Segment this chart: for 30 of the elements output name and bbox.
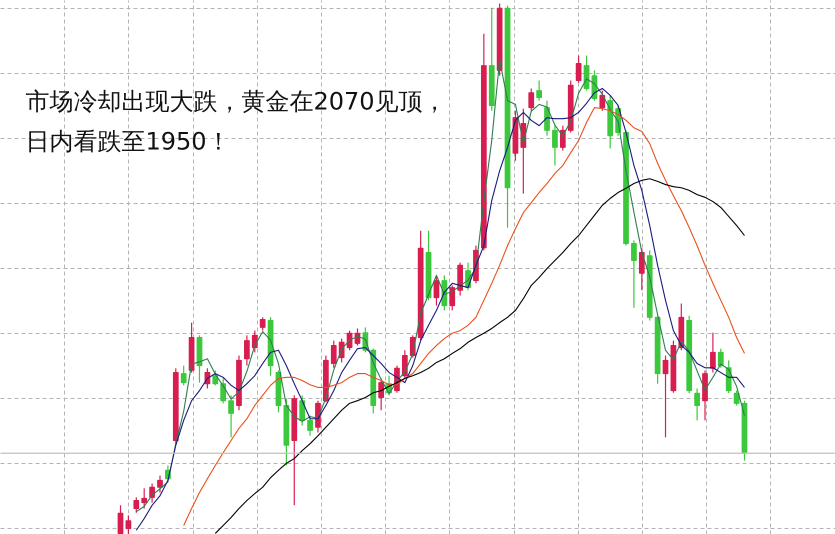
annotation: 日内看跌至1950！ [26, 128, 231, 156]
candlestick [734, 390, 740, 406]
candlestick [244, 334, 250, 366]
candlestick [149, 482, 155, 504]
candlestick [315, 400, 321, 434]
candlestick [434, 274, 440, 306]
candlestick [662, 354, 668, 438]
candlestick [118, 504, 124, 534]
candlestick [710, 332, 716, 374]
candlestick [228, 394, 234, 438]
candlestick [330, 340, 337, 368]
candlestick [346, 330, 352, 351]
candlestick [180, 365, 187, 386]
candlestick [694, 388, 700, 421]
annotation: 市场冷却出现大跌，黄金在2070见顶， [26, 88, 447, 116]
candlestick [544, 100, 550, 136]
candlestick [260, 316, 266, 332]
candlestick [126, 514, 132, 534]
candlestick [631, 240, 637, 308]
candlestick [552, 125, 558, 166]
candlestick [576, 54, 582, 84]
candlestick [157, 474, 163, 494]
candlestick [133, 496, 140, 514]
candlestick [307, 414, 313, 436]
candlestick [449, 284, 456, 312]
candlestick [141, 488, 148, 510]
candlestick [354, 328, 360, 346]
candlestick [528, 88, 534, 112]
candlestick [584, 54, 590, 92]
candlestick [536, 80, 542, 102]
